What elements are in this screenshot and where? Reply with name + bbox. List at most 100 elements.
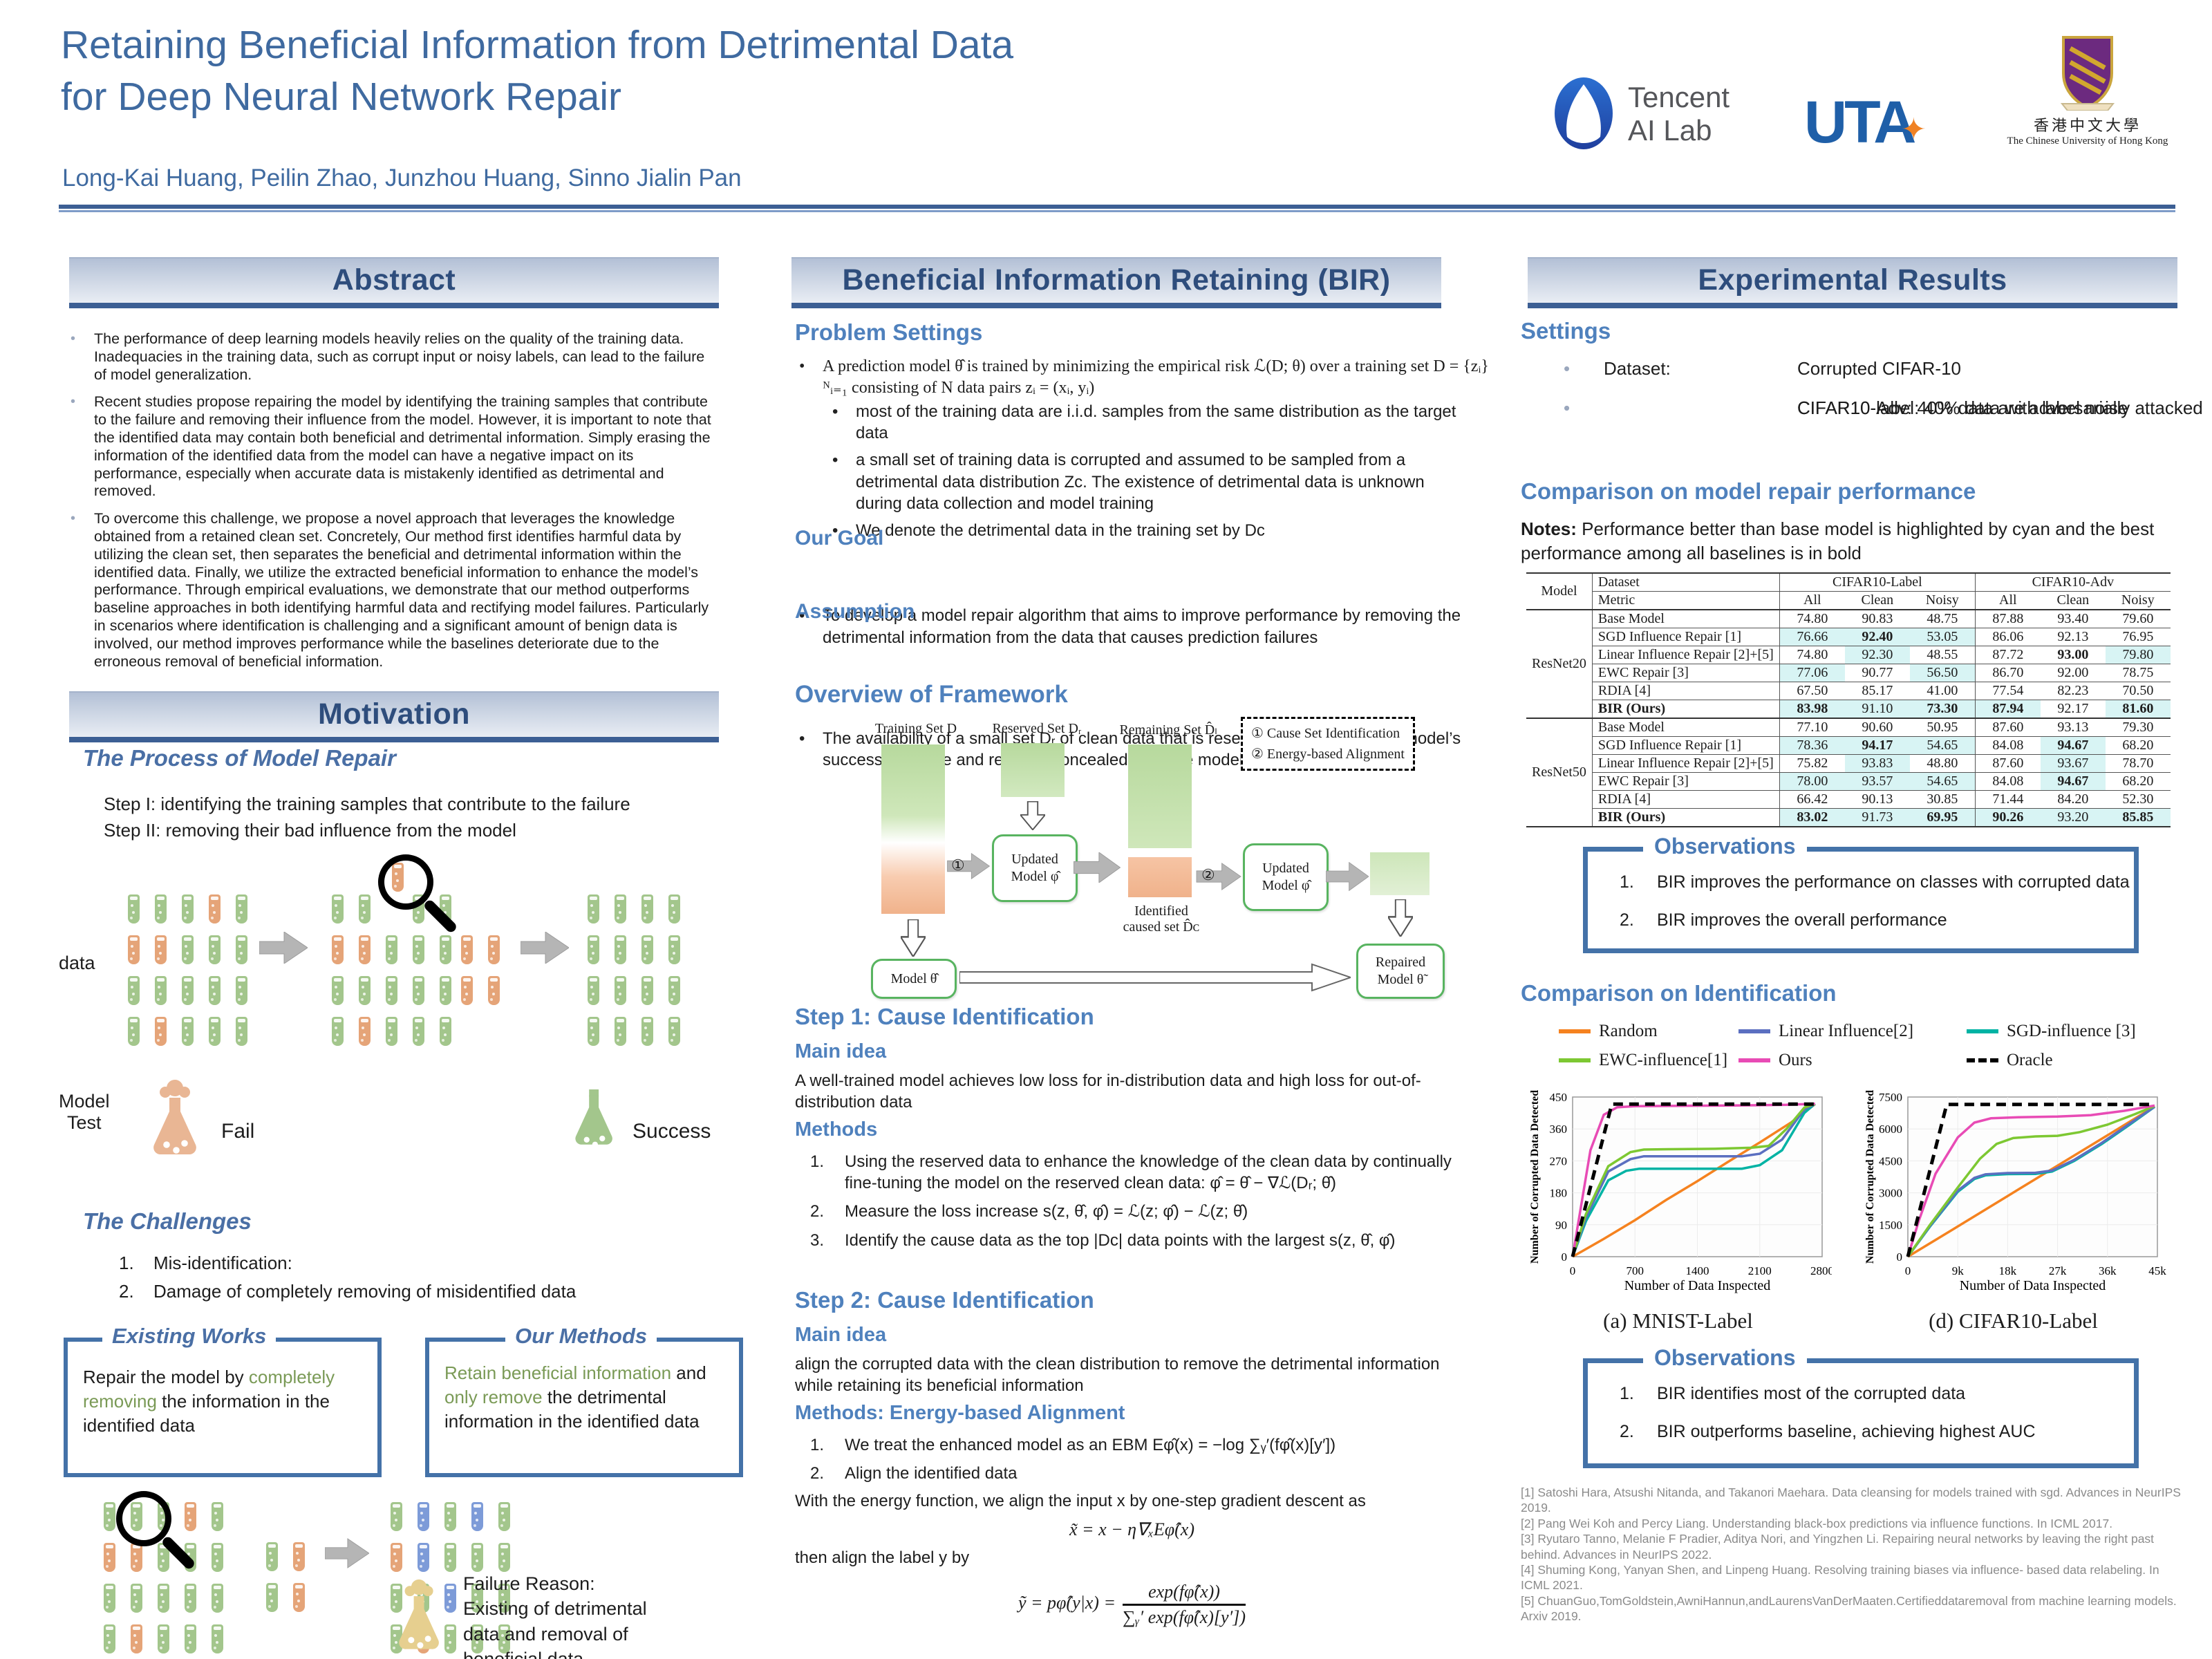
training-set-label: Training Set D [874, 721, 957, 736]
process-step1: Step I: identifying the training samples… [104, 794, 630, 814]
fail-flask-icon [153, 1080, 196, 1155]
method-item: 3. Identify the cause data as the top |Dᴄ… [810, 1230, 1396, 1250]
metric-value: 82.23 [2040, 682, 2106, 700]
test-tube-icon [413, 935, 424, 964]
problem-settings-heading: Problem Settings [795, 319, 983, 345]
metric-value: 94.17 [1844, 736, 1910, 755]
metric-value: 30.85 [1909, 790, 1976, 809]
problem-settings-bullet: A prediction model θ̂ is trained by mini… [795, 356, 1493, 399]
svg-text:0: 0 [1897, 1250, 1903, 1264]
test-tube-icon [440, 935, 451, 964]
svg-text:Number of Data Inspected: Number of Data Inspected [1960, 1278, 2106, 1293]
observations-box-1: Observations 1. BIR improves the performa… [1583, 834, 2139, 953]
metric-value: 92.40 [1844, 628, 1910, 646]
metric-value: 48.55 [1909, 646, 1976, 664]
observation-item: 2. BIR outperforms baseline, achieving hi… [1620, 1422, 2036, 1441]
test-tube-icon [128, 1017, 140, 1046]
legend-item: Linear Influence[2] [1738, 1022, 1967, 1041]
tube-row [104, 1624, 223, 1653]
metric-value: 92.30 [1844, 646, 1910, 664]
challenges-title: The Challenges [83, 1208, 252, 1234]
settings-label: Dataset: [1604, 358, 1671, 379]
reference-item: [5] ChuanGuo,TomGoldstein,AwniHannun,and… [1521, 1593, 2177, 1624]
test-tube-icon [668, 976, 680, 1005]
svg-text:360: 360 [1550, 1123, 1568, 1136]
metric-value: 56.50 [1909, 664, 1976, 682]
results-table: Model Dataset CIFAR10-Label CIFAR10-Adv Metr… [1526, 572, 2171, 827]
test-tube-icon [128, 894, 140, 924]
test-tube-icon [444, 1584, 456, 1613]
svg-text:45k: 45k [2148, 1264, 2166, 1277]
ailab-text: AI Lab [1628, 114, 1712, 147]
tube-row [104, 1584, 223, 1613]
metric-value: 76.66 [1779, 628, 1845, 646]
metric-value: 66.42 [1779, 790, 1845, 809]
metric-value: 90.77 [1844, 664, 1910, 682]
metric-value: 90.60 [1844, 718, 1910, 737]
test-tube-icon [668, 1017, 680, 1046]
test-tube-icon [498, 1624, 510, 1653]
metric-value: 74.80 [1779, 609, 1845, 628]
poster-title: Retaining Beneficial Information from De… [61, 23, 1014, 120]
test-tube-icon [418, 1543, 429, 1572]
test-tube-icon [668, 935, 680, 964]
test-tube-icon [615, 976, 626, 1005]
cifar-chart-plot: 0 9k 18k 27k 36k 45k015003000450060007500Numb… [1864, 1090, 2166, 1293]
metric-value: 54.65 [1909, 772, 1976, 791]
tube-group-separated [266, 1542, 305, 1624]
test-tube-icon [641, 894, 653, 924]
test-tube-icon [131, 1624, 142, 1653]
metric-value: 93.57 [1844, 772, 1910, 791]
tube-row [391, 1584, 510, 1613]
authors: Long-Kai Huang, Peilin Zhao, Junzhou Hua… [62, 165, 742, 191]
test-tube-icon [488, 935, 500, 964]
model-name: ResNet50 [1526, 718, 1593, 827]
method-label: EWC Repair [3] [1591, 772, 1780, 791]
method-item: 2. Align the identified data [810, 1464, 1018, 1483]
framework-heading: Overview of Framework [795, 681, 1068, 708]
success-label: Success [632, 1120, 711, 1143]
tube-group-repaired [588, 894, 680, 1058]
test-tube-icon [471, 1584, 483, 1613]
framework-diagram: Training Set D Reserved Set Dᵣ Remaining… [788, 715, 1469, 999]
model-test-label: Model Test [59, 1091, 110, 1133]
svg-text:7500: 7500 [1879, 1091, 1902, 1104]
cuhk-logo: 香港中文大學 The Chinese University of Hong Ko… [1991, 35, 2184, 147]
abstract-bullet: Recent studies propose repairing the mod… [61, 393, 718, 500]
test-tube-icon [386, 976, 397, 1005]
text-run: completely removing [83, 1367, 335, 1412]
tencent-text: Tencent [1628, 80, 1730, 113]
metric-value: 76.95 [2105, 628, 2171, 646]
challenge-comparison-diagram: Failure Reason: Existing of detrimental … [59, 1491, 736, 1659]
step2-main-idea-text: align the corrupted data with the clean … [795, 1355, 1440, 1396]
test-tube-icon [471, 1502, 483, 1531]
svg-text:270: 270 [1550, 1154, 1568, 1168]
observations-title: Observations [1643, 834, 1807, 859]
aligned-set-rect [1370, 852, 1430, 895]
metric-value: 78.70 [2105, 754, 2171, 773]
identified-set-label: Identified caused set D̂ᴄ [1123, 903, 1200, 935]
remaining-set-rect [1128, 744, 1192, 848]
test-tube-icon [212, 1624, 223, 1653]
metric-value: 93.40 [2040, 609, 2106, 628]
test-tube-icon [236, 894, 247, 924]
equation-numerator: exp(fφ̂(x)) [1148, 1582, 1220, 1602]
metric-value: 68.20 [2105, 772, 2171, 791]
step2-methods-heading: Methods: Energy-based Alignment [795, 1402, 1125, 1424]
updated-model-box-2: Updated Model φ̂ [1243, 843, 1329, 911]
metric-value: 87.94 [1974, 700, 2041, 718]
cuhk-english-name: The Chinese University of Hong Kong [2007, 135, 2168, 147]
svg-text:18k: 18k [1999, 1264, 2017, 1277]
test-tube-icon [359, 935, 371, 964]
test-tube-icon [131, 1543, 142, 1572]
test-tube-icon [444, 1624, 456, 1653]
test-tube-icon [128, 976, 140, 1005]
metric-value: 94.67 [2040, 772, 2106, 791]
test-tube-icon [440, 1017, 451, 1046]
method-item: 1. We treat the enhanced model as an EBM … [810, 1436, 1336, 1454]
remaining-set-label: Remaining Set D̂ₗ [1119, 722, 1217, 738]
test-tube-icon [413, 1017, 424, 1046]
settings-row: • Dataset: Corrupted CIFAR-10 [1564, 358, 1961, 379]
test-tube-icon [359, 894, 371, 924]
metric-value: 77.06 [1779, 664, 1845, 682]
